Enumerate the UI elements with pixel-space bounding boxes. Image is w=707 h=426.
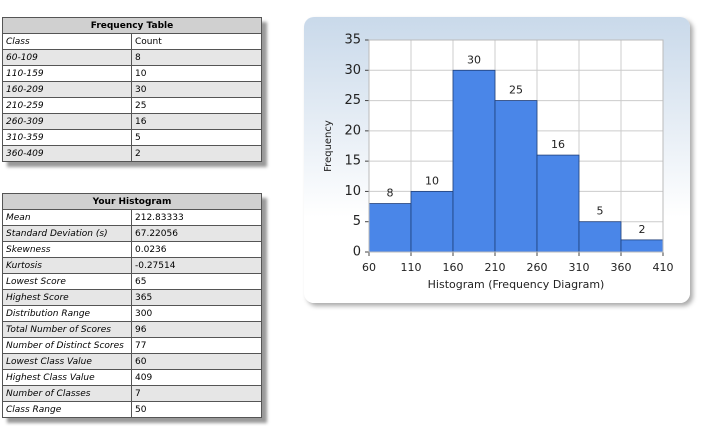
table-row: Skewness 0.0236 — [2, 241, 262, 258]
plot-border — [368, 39, 664, 253]
x-tick-label: 160 — [443, 261, 464, 274]
table-cell: 50 — [131, 401, 262, 418]
bar — [620, 239, 664, 253]
table-row: Distribution Range 300 — [2, 305, 262, 322]
data-label: 25 — [509, 84, 523, 97]
y-tick-label: 5 — [353, 214, 361, 229]
bar — [578, 221, 622, 253]
table-row: 210-259 25 — [2, 97, 262, 114]
table-cell: 16 — [131, 113, 262, 130]
table-row: Number of Classes 7 — [2, 385, 262, 402]
data-label: 8 — [387, 187, 394, 200]
table-row: Class Count — [2, 33, 262, 50]
y-tick-label: 20 — [344, 123, 361, 138]
table-row: Lowest Class Value 60 — [2, 353, 262, 370]
table-row: Highest Class Value 409 — [2, 369, 262, 386]
bar — [536, 154, 580, 253]
table-title: Your Histogram — [2, 193, 262, 210]
y-tick-label: 15 — [344, 154, 361, 169]
table-cell: 96 — [131, 321, 262, 338]
table-row: 310-359 5 — [2, 129, 262, 146]
bar — [368, 203, 412, 253]
y-tick-label: 30 — [344, 63, 361, 78]
y-tick-label: 0 — [353, 245, 361, 260]
x-tick-label: 210 — [485, 261, 506, 274]
y-axis-label: Frequency — [323, 120, 334, 172]
x-tick-label: 360 — [611, 261, 632, 274]
table-cell: 2 — [131, 145, 262, 162]
x-tick-label: 110 — [401, 261, 422, 274]
table-row: Highest Score 365 — [2, 289, 262, 306]
bar — [410, 191, 454, 253]
frequency-table: Frequency Table Class Count 60-109 8 110-159… — [2, 17, 262, 162]
x-axis-label: Histogram (Frequency Diagram) — [428, 278, 605, 291]
x-tick-label: 60 — [362, 261, 376, 274]
x-tick-label: 310 — [569, 261, 590, 274]
table-row: Class Range 50 — [2, 401, 262, 418]
table-cell: 8 — [131, 49, 262, 66]
table-cell: 67.22056 — [131, 225, 262, 242]
table-row: Lowest Score 65 — [2, 273, 262, 290]
x-tick-label: 260 — [527, 261, 548, 274]
data-label: 2 — [639, 223, 646, 236]
table-cell: 365 — [131, 289, 262, 306]
table-row: 60-109 8 — [2, 49, 262, 66]
table-cell: 360-409 — [2, 145, 132, 162]
table-row: 360-409 2 — [2, 145, 262, 162]
y-tick-label: 25 — [344, 93, 361, 108]
table-row: Standard Deviation (s) 67.22056 — [2, 225, 262, 242]
bar — [452, 69, 496, 253]
table-cell: Highest Score — [2, 289, 132, 306]
x-tick-label: 410 — [653, 261, 674, 274]
data-label: 16 — [551, 138, 565, 151]
table-cell: 160-209 — [2, 81, 132, 98]
y-tick-label: 10 — [344, 184, 361, 199]
table-cell: 60 — [131, 353, 262, 370]
table-row: Number of Distinct Scores 77 — [2, 337, 262, 354]
summary-table: Your Histogram Mean 212.83333 Standard Dev… — [2, 193, 262, 418]
data-label: 30 — [467, 53, 481, 66]
data-label: 5 — [597, 205, 604, 218]
data-label: 10 — [425, 174, 439, 187]
table-cell: 60-109 — [2, 49, 132, 66]
table-row: Kurtosis -0.27514 — [2, 257, 262, 274]
y-tick-label: 35 — [344, 33, 361, 48]
bar — [494, 100, 538, 253]
table-row: Total Number of Scores 96 — [2, 321, 262, 338]
